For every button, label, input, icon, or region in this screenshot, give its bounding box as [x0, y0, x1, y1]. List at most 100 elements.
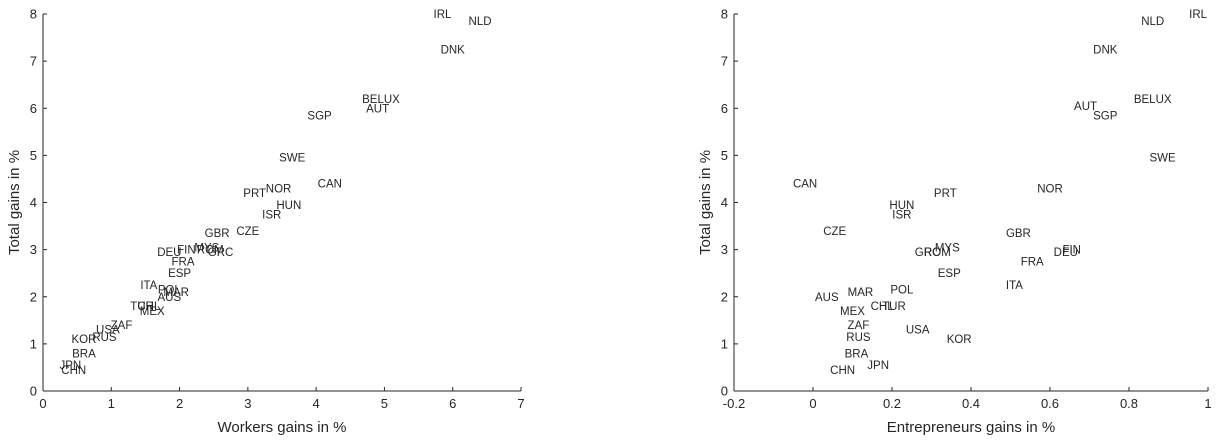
data-point-kor: KOR: [72, 334, 97, 346]
x-axis-label: Workers gains in %: [218, 419, 347, 436]
data-point-mex: MEX: [140, 306, 165, 318]
x-tick-label: 7: [517, 396, 524, 411]
data-point-fin: FIN: [177, 245, 196, 257]
x-tick-label: 2: [176, 396, 183, 411]
y-tick-label: 4: [721, 195, 728, 210]
data-point-grc: GRC: [915, 247, 941, 259]
data-point-zaf: ZAF: [848, 320, 870, 332]
data-point-hun: HUN: [889, 200, 914, 212]
data-point-aus: AUS: [158, 292, 182, 304]
data-point-ita: ITA: [140, 280, 157, 292]
y-tick-label: 6: [30, 101, 37, 116]
x-tick-label: 0.4: [962, 396, 980, 411]
data-point-aus: AUS: [815, 292, 839, 304]
y-tick-label: 8: [30, 7, 37, 22]
data-point-mex: MEX: [840, 306, 865, 318]
data-point-belux: BELUX: [1134, 94, 1172, 106]
data-point-mys: MYS: [194, 242, 219, 254]
data-point-sgp: SGP: [307, 110, 332, 122]
x-tick-label: 0: [39, 396, 46, 411]
data-point-esp: ESP: [938, 268, 961, 280]
data-point-chl: CHL: [871, 301, 895, 313]
x-tick-label: 3: [244, 396, 251, 411]
x-tick-label: 1: [108, 396, 115, 411]
data-point-rus: RUS: [92, 332, 117, 344]
data-point-nor: NOR: [1037, 183, 1063, 195]
data-point-fra: FRA: [171, 256, 194, 268]
data-point-sgp: SGP: [1093, 110, 1118, 122]
data-point-cze: CZE: [823, 226, 846, 238]
data-point-nld: NLD: [469, 16, 492, 28]
left-scatter-panel: 0 1 2 3 4 5 6 7 0 1 2 3 4 5 6 7 8 Workers gains in % Total…: [6, 7, 525, 437]
x-axis-label: Entrepreneurs gains in %: [887, 419, 1055, 436]
data-point-mar: MAR: [848, 287, 874, 299]
data-point-bra: BRA: [72, 348, 96, 360]
data-point-nld: NLD: [1141, 16, 1164, 28]
data-point-swe: SWE: [279, 153, 306, 165]
y-tick-label: 0: [721, 384, 728, 399]
data-point-gbr: GBR: [205, 228, 230, 240]
data-point-gbr: GBR: [1006, 228, 1031, 240]
data-point-swe: SWE: [1149, 153, 1176, 165]
data-point-tur: TUR: [130, 301, 154, 313]
x-tick-label: 6: [449, 396, 456, 411]
data-point-irl: IRL: [434, 9, 453, 21]
data-point-can: CAN: [318, 179, 342, 191]
data-point-chn: CHN: [830, 365, 855, 377]
data-point-rus: RUS: [846, 332, 871, 344]
data-point-kor: KOR: [947, 334, 972, 346]
data-point-dnk: DNK: [441, 44, 466, 56]
data-point-aut: AUT: [366, 103, 389, 115]
data-point-bra: BRA: [845, 348, 869, 360]
data-point-rom: ROM: [924, 247, 951, 259]
data-point-ita: ITA: [1006, 280, 1023, 292]
x-tick-label: 0.8: [1120, 396, 1138, 411]
data-point-deu: DEU: [1054, 247, 1078, 259]
x-tick-label: 5: [381, 396, 388, 411]
y-tick-label: 5: [721, 148, 728, 163]
data-point-chn: CHN: [61, 365, 86, 377]
y-axis-label: Total gains in %: [697, 150, 714, 255]
y-tick-label: 3: [721, 242, 728, 257]
y-tick-label: 2: [30, 289, 37, 304]
x-tick-label: -0.2: [723, 396, 745, 411]
data-point-usa: USA: [96, 325, 120, 337]
y-tick-label: 5: [30, 148, 37, 163]
data-point-usa: USA: [906, 325, 930, 337]
right-scatter-panel: -0.2 0 0.2 0.4 0.6 0.8 1012345678Entrepreneurs…: [697, 7, 1212, 437]
x-tick-label: 0.6: [1041, 396, 1059, 411]
data-point-zaf: ZAF: [111, 320, 133, 332]
y-tick-label: 6: [721, 101, 728, 116]
y-tick-label: 2: [721, 289, 728, 304]
data-point-pol: POL: [158, 285, 182, 297]
data-point-prt: PRT: [243, 188, 266, 200]
x-tick-label: 1: [1204, 396, 1211, 411]
y-tick-label: 1: [721, 336, 728, 351]
data-point-mys: MYS: [935, 242, 960, 254]
data-point-tur: TUR: [882, 301, 906, 313]
data-point-can: CAN: [793, 179, 817, 191]
data-point-rom: ROM: [197, 245, 224, 257]
data-point-aut: AUT: [1074, 101, 1097, 113]
x-tick-label: 0.2: [883, 396, 901, 411]
data-point-dnk: DNK: [1093, 44, 1118, 56]
x-tick-label: 0: [809, 396, 816, 411]
data-point-cze: CZE: [236, 226, 259, 238]
data-point-grc: GRC: [208, 247, 234, 259]
y-tick-label: 7: [30, 54, 37, 69]
y-tick-label: 0: [30, 384, 37, 399]
data-point-jpn: JPN: [59, 360, 81, 372]
data-point-fra: FRA: [1021, 256, 1044, 268]
data-point-hun: HUN: [276, 200, 301, 212]
data-point-irl: IRL: [1189, 9, 1208, 21]
y-tick-label: 7: [721, 54, 728, 69]
data-point-mar: MAR: [163, 287, 189, 299]
y-tick-label: 3: [30, 242, 37, 257]
y-axis-label: Total gains in %: [6, 150, 23, 255]
data-point-jpn: JPN: [867, 360, 889, 372]
data-point-isr: ISR: [262, 209, 281, 221]
data-point-belux: BELUX: [362, 94, 400, 106]
data-point-nor: NOR: [266, 183, 292, 195]
